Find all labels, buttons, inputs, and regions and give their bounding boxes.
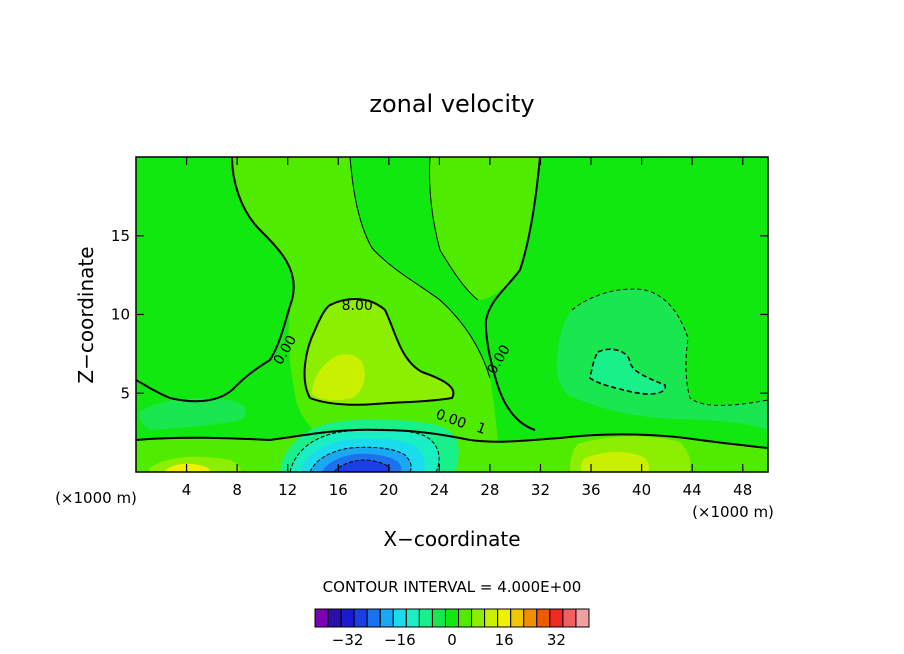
four-contour [349, 157, 491, 379]
colorbar-swatch [484, 608, 499, 628]
x-axis-label: X−coordinate [383, 527, 520, 551]
region-surface-right-core [581, 452, 650, 472]
colorbar-swatch [523, 608, 538, 628]
x-tick-label: 16 [329, 481, 348, 499]
colorbar-swatch [340, 608, 355, 628]
x-tick-label: 32 [531, 481, 550, 499]
zero-contour-right [484, 157, 541, 431]
region-left-low [139, 398, 246, 430]
colorbar-tick-label: −32 [332, 631, 364, 649]
colorbar-swatch [471, 608, 486, 628]
colorbar-swatch [549, 608, 564, 628]
x-tick-label: 48 [733, 481, 752, 499]
neg-eight-contour [589, 348, 666, 395]
region-right-low-core [590, 349, 666, 394]
colorbar-swatch [392, 608, 407, 628]
zero-contour-left [136, 157, 295, 403]
colorbar-swatch [575, 608, 590, 628]
colorbar-tick-label: −16 [384, 631, 416, 649]
contour-label: 8.00 [342, 298, 373, 314]
region-jet-core [312, 354, 365, 401]
colorbar-swatch [444, 608, 460, 628]
colorbar-swatch [379, 608, 394, 628]
contour-field [136, 157, 768, 472]
x-unit-right: (×1000 m) [692, 503, 774, 521]
x-tick-label: 12 [278, 481, 297, 499]
four-contour-b [429, 157, 479, 301]
contour-interval-text: CONTOUR INTERVAL = 4.000E+00 [323, 578, 582, 596]
x-tick-label: 24 [430, 481, 449, 499]
colorbar-swatch [327, 608, 342, 628]
contour-lines [136, 157, 768, 472]
region-vortex-core [334, 460, 390, 472]
x-tick-label: 44 [683, 481, 702, 499]
x-tick-label: 20 [379, 481, 398, 499]
x-tick-label: 8 [232, 481, 242, 499]
colorbar-swatch [497, 608, 512, 628]
chart-title: zonal velocity [369, 90, 534, 118]
x-tick-label: 28 [480, 481, 499, 499]
x-tick-label: 36 [581, 481, 600, 499]
colorbar-swatch [366, 608, 381, 628]
x-axis: 4 8 12 16 20 24 28 32 36 40 44 48 [182, 157, 752, 499]
colorbar-swatch [458, 608, 473, 628]
colorbar [314, 608, 590, 628]
zero-contour-surface [136, 428, 768, 449]
colorbar-swatch [418, 608, 433, 628]
eight-contour [303, 298, 455, 406]
colorbar-tick-label: 16 [495, 631, 514, 649]
colorbar-swatch [314, 608, 329, 628]
region-right-low [556, 289, 768, 430]
vortex-contours [289, 428, 440, 472]
y-tick-label: 5 [120, 384, 130, 402]
y-axis-label: Z−coordinate [74, 246, 98, 383]
colorbar-swatch [510, 608, 525, 628]
colorbar-swatch [353, 608, 368, 628]
colorbar-swatch [431, 608, 446, 628]
colorbar-swatch [405, 608, 420, 628]
x-unit-left: (×1000 m) [55, 489, 137, 507]
y-tick-label: 15 [111, 227, 130, 245]
colorbar-labels: −32 −16 0 16 32 [332, 631, 566, 649]
colorbar-swatch [536, 608, 551, 628]
colorbar-tick-label: 0 [447, 631, 457, 649]
colorbar-swatch [562, 608, 577, 628]
x-tick-label: 40 [632, 481, 651, 499]
y-axis: 5 10 15 [111, 227, 768, 402]
x-tick-label: 4 [182, 481, 192, 499]
y-tick-label: 10 [111, 306, 130, 324]
colorbar-tick-label: 32 [547, 631, 566, 649]
